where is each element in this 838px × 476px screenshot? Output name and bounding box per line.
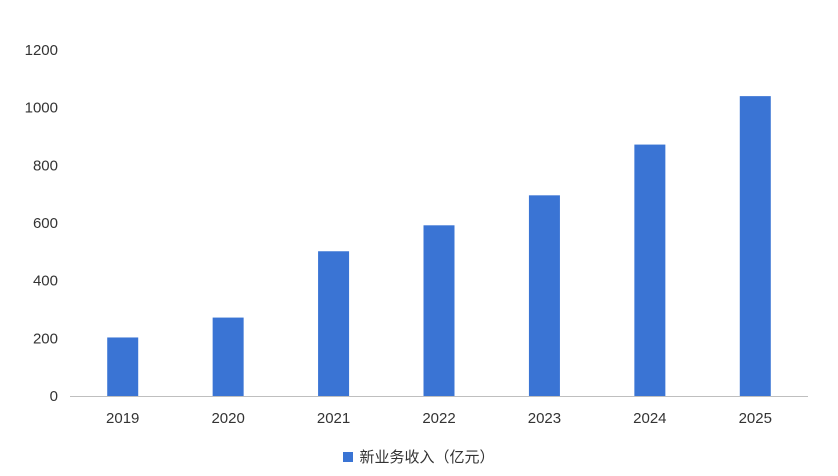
y-tick-label: 800 [33, 157, 58, 174]
x-tick-label: 2023 [528, 410, 561, 427]
bar-2023 [528, 195, 560, 396]
y-axis-ticks: 0 200 400 600 800 1000 1200 [25, 42, 58, 405]
x-tick-label: 2025 [739, 410, 772, 427]
y-tick-label: 0 [50, 388, 58, 405]
x-tick-label: 2024 [633, 410, 666, 427]
bar-2020 [212, 317, 244, 396]
legend-swatch [343, 452, 354, 462]
bar-2022 [423, 225, 455, 396]
x-axis-ticks: 2019 2020 2021 2022 2023 2024 2025 [106, 410, 772, 427]
bar-2021 [318, 251, 350, 396]
y-tick-label: 200 [33, 330, 58, 347]
y-tick-label: 400 [33, 273, 58, 290]
bar-2025 [739, 96, 771, 396]
y-tick-label: 1000 [25, 100, 58, 117]
y-tick-label: 1200 [25, 42, 58, 59]
bar-2024 [634, 144, 666, 396]
bars [107, 96, 771, 396]
legend: 新业务收入（亿元） [0, 446, 838, 467]
bar-2019 [107, 337, 139, 396]
x-tick-label: 2022 [422, 410, 455, 427]
legend-label: 新业务收入（亿元） [359, 448, 495, 466]
y-tick-label: 600 [33, 215, 58, 232]
x-tick-label: 2019 [106, 410, 139, 427]
x-tick-label: 2021 [317, 410, 350, 427]
x-tick-label: 2020 [211, 410, 244, 427]
